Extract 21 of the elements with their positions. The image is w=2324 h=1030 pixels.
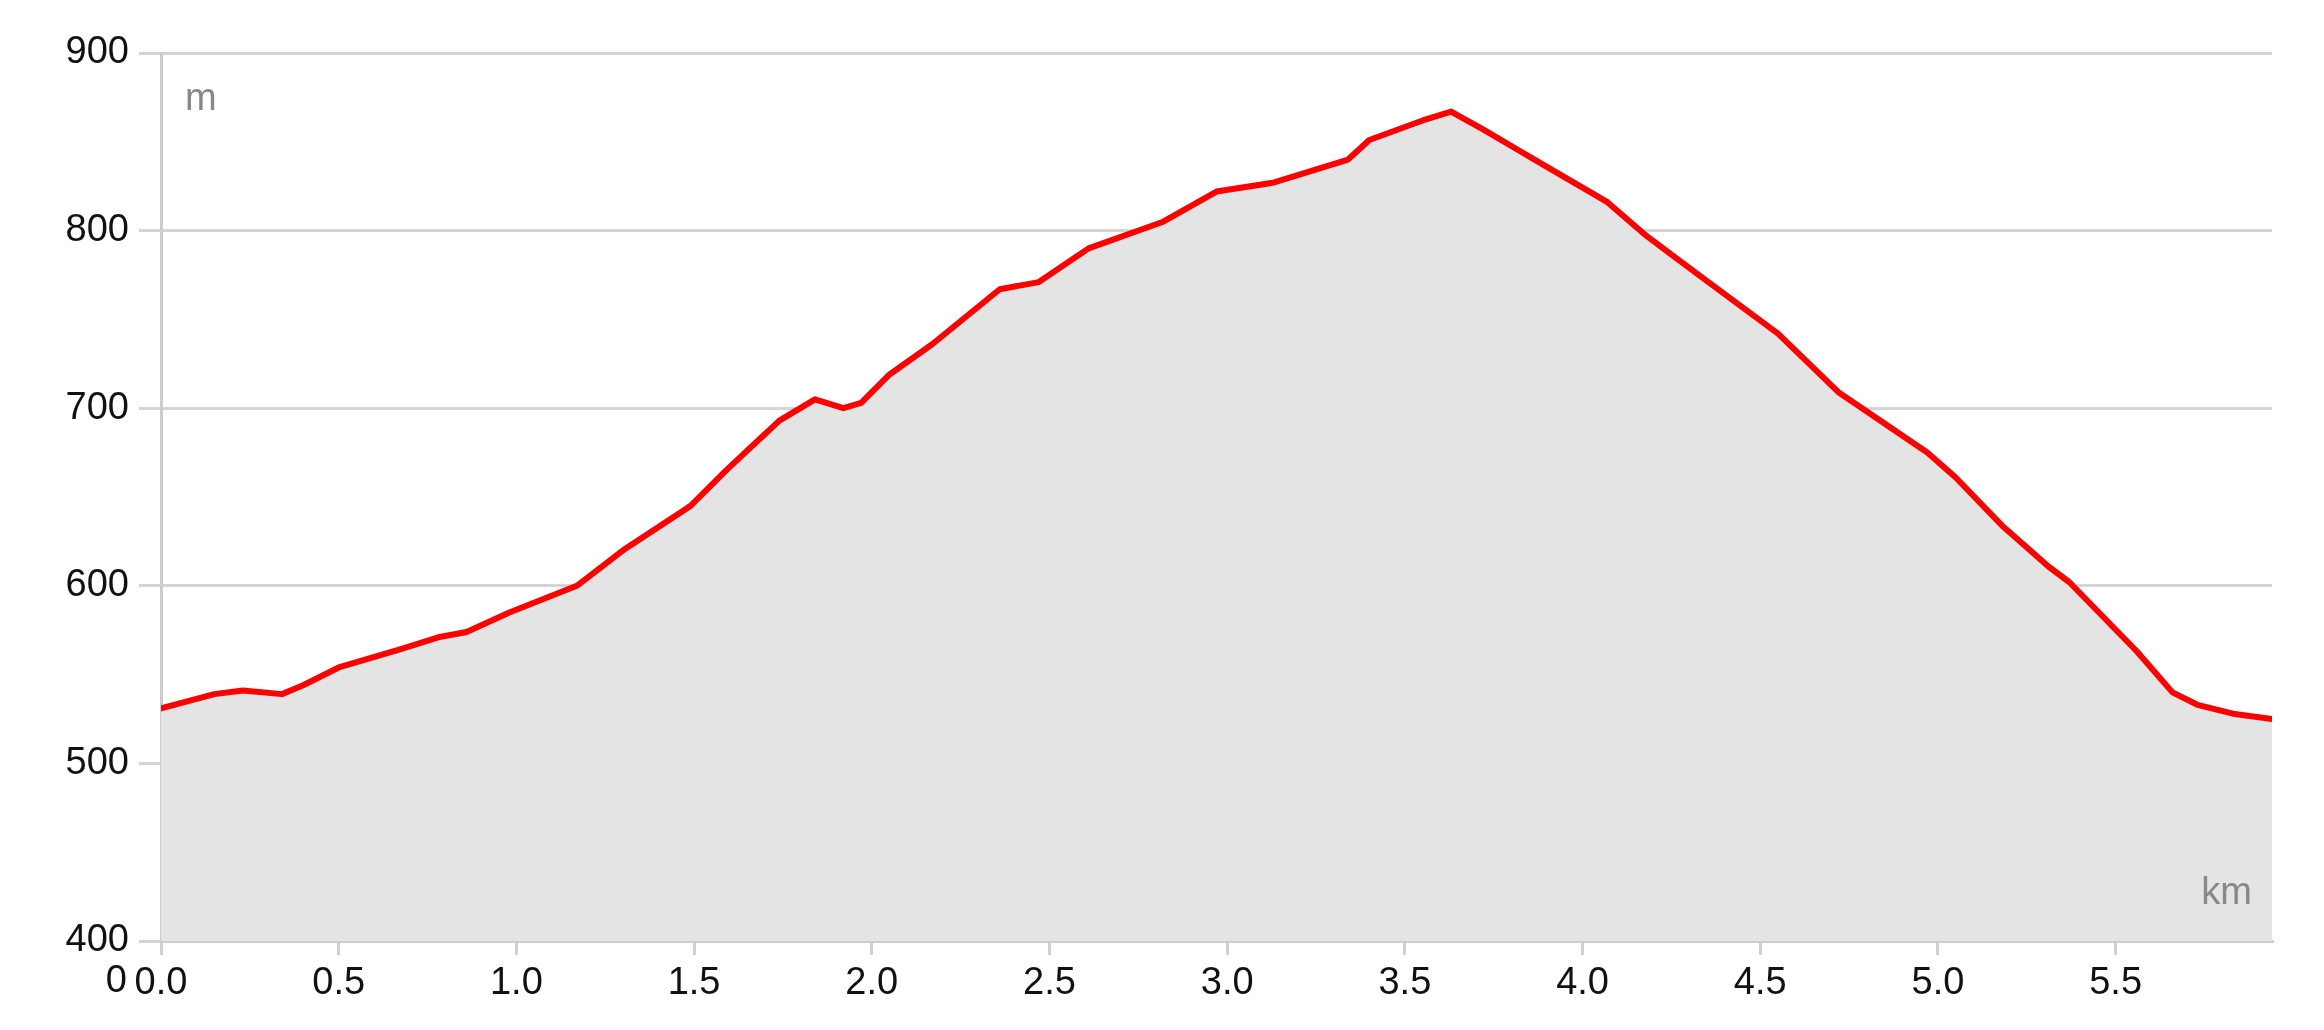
x-tick-label: 4.0 (1556, 960, 1609, 1003)
x-tick-label: 3.5 (1378, 960, 1432, 1003)
x-tick-label: 1.0 (489, 960, 543, 1003)
y-tick-label: 900 (65, 29, 129, 72)
x-tick-label: 0.0 (134, 960, 188, 1003)
y-axis-title: m (185, 76, 217, 119)
text: 0 (105, 958, 127, 1001)
y-tick-label: 500 (65, 739, 129, 782)
x-tick-label: 1.5 (667, 960, 721, 1003)
y-tick-label: 400 (65, 917, 129, 960)
y-tick-label: 600 (65, 562, 129, 605)
x-tick-label: 5.0 (1911, 960, 1965, 1003)
y-tick-label: 700 (65, 384, 129, 427)
x-tick-label: 2.5 (1023, 960, 1076, 1003)
x-tick-label: 3.0 (1200, 960, 1254, 1003)
x-tick-label: 0.5 (312, 960, 366, 1003)
x-tick-label: 4.5 (1733, 960, 1787, 1003)
x-tick-label: 2.0 (845, 960, 899, 1003)
x-tick-label: 5.5 (2089, 960, 2143, 1003)
y-tick-label: 800 (65, 207, 129, 250)
x-axis-title: km (2201, 870, 2252, 913)
